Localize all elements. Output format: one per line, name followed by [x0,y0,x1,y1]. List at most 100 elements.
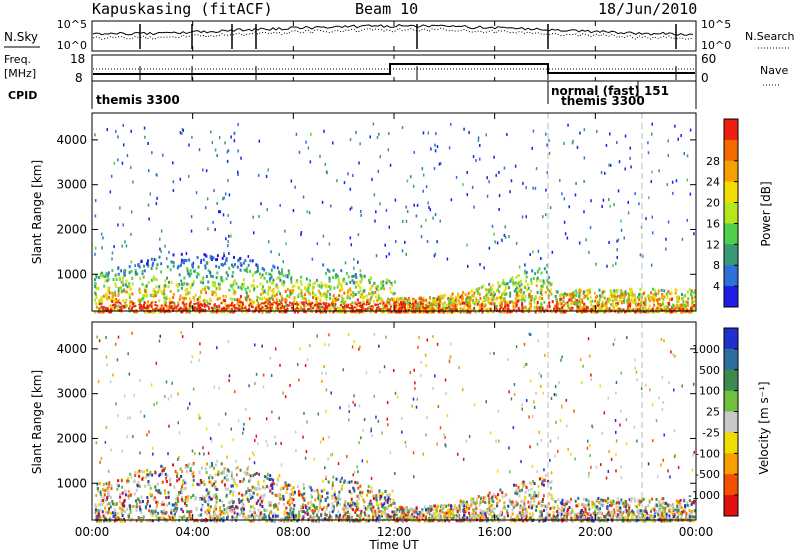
power-echo-cell [377,306,379,308]
power-echo-cell [216,202,218,205]
velocity-echo-cell [331,497,333,500]
power-echo-cell [142,297,144,300]
power-echo-cell [223,213,225,216]
power-echo-cell [234,291,236,294]
power-echo-cell [228,252,230,255]
power-echo-cell [487,289,489,292]
power-echo-cell [219,283,221,286]
velocity-echo-cell [235,519,237,522]
power-echo-cell [270,250,272,253]
power-echo-cell [297,307,299,309]
power-echo-cell [588,251,590,254]
power-echo-cell [286,299,288,302]
power-echo-cell [361,279,363,282]
velocity-echo-cell [525,491,527,494]
power-echo-cell [327,290,329,293]
power-echo-cell [604,297,606,300]
power-echo-cell [139,307,141,309]
power-echo-cell [452,300,454,303]
power-echo-cell [501,304,503,307]
velocity-echo-cell [219,506,221,509]
power-echo-cell [262,267,264,270]
power-echo-cell [259,140,261,143]
power-echo-cell [530,290,532,293]
power-echo-cell [542,215,544,218]
velocity-echo-cell [248,473,250,476]
cpid-label: CPID [8,89,37,102]
power-echo-cell [264,305,266,307]
power-echo-cell [499,285,501,288]
power-echo-cell [520,280,522,283]
power-echo-cell [538,307,540,310]
power-echo-cell [237,266,239,269]
nave-tick-low: 0 [701,71,709,85]
power-echo-cell [180,280,182,283]
power-echo-cell [410,175,412,178]
power-echo-cell [336,179,338,182]
power-echo-cell [488,283,490,286]
power-echo-cell [96,296,98,299]
power-echo-cell [583,296,585,299]
velocity-echo-cell [153,498,155,501]
power-echo-cell [506,133,508,136]
power-echo-cell [608,241,610,244]
power-echo-cell [369,281,371,284]
power-echo-cell [288,304,290,306]
power-echo-cell [186,267,188,270]
power-echo-cell [519,294,521,297]
power-echo-cell [661,289,663,292]
power-echo-cell [304,287,306,290]
power-echo-cell [185,289,187,292]
power-echo-cell [662,303,664,306]
power-echo-cell [117,223,119,226]
power-echo-cell [668,221,670,224]
power-echo-cell [122,162,124,165]
power-echo-cell [351,243,353,246]
power-echo-cell [177,302,179,305]
power-echo-cell [407,305,409,308]
velocity-echo-cell [314,506,316,509]
velocity-echo-cell [366,494,368,497]
power-echo-cell [427,240,429,243]
velocity-echo-cell [203,480,205,483]
velocity-echo-cell [236,484,238,487]
power-colorbar-tick-label: 8 [713,259,720,272]
power-echo-cell [683,295,685,298]
power-echo-cell [138,263,140,266]
velocity-echo-cell [224,512,226,515]
power-echo-cell [106,279,108,282]
power-echo-cell [536,167,538,170]
power-echo-cell [301,302,303,304]
power-echo-cell [466,171,468,174]
power-echo-cell [152,264,154,267]
power-echo-cell [190,269,192,272]
velocity-echo-cell [172,463,174,466]
power-echo-cell [212,293,214,296]
power-echo-cell [208,306,210,308]
power-echo-cell [599,298,601,301]
velocity-echo-cell [517,490,519,493]
velocity-echo-cell [180,488,182,491]
power-echo-cell [635,304,637,307]
velocity-echo-cell [216,497,218,500]
power-echo-cell [637,303,639,306]
power-echo-cell [624,167,626,170]
power-echo-cell [121,290,123,293]
power-echo-cell [291,180,293,183]
power-echo-cell [300,289,302,292]
power-echo-cell [191,215,193,218]
velocity-echo-cell [321,490,323,493]
power-echo-cell [252,303,254,306]
power-echo-cell [440,302,442,305]
power-echo-cell [422,167,424,170]
velocity-echo-cell [359,485,361,488]
power-echo-cell [479,144,481,147]
power-echo-cell [537,271,539,274]
power-echo-cell [338,294,340,297]
power-echo-cell [530,304,532,307]
power-echo-cell [298,293,300,296]
power-echo-cell [335,308,337,311]
power-echo-cell [436,306,438,309]
power-echo-cell [188,175,190,178]
power-echo-cell [370,286,372,289]
